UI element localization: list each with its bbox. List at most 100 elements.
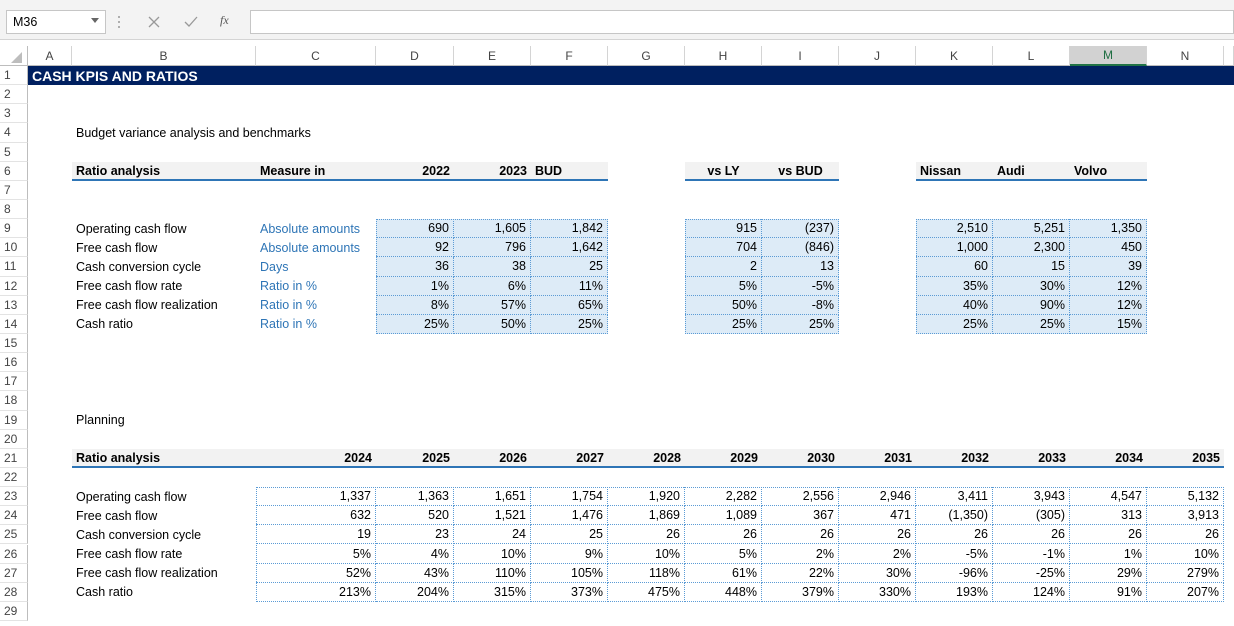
section-heading[interactable]: Planning (72, 411, 531, 430)
value-cell[interactable]: 29% (1070, 564, 1147, 583)
benchmark-cell[interactable]: 15% (1070, 315, 1147, 334)
value-cell[interactable]: 1,920 (608, 487, 685, 506)
row-measure[interactable]: Absolute amounts (256, 238, 376, 257)
benchmark-cell[interactable]: 12% (1070, 277, 1147, 296)
value-cell[interactable]: 4% (376, 545, 454, 564)
value-cell[interactable]: 10% (454, 545, 531, 564)
row-header[interactable]: 12 (0, 277, 28, 296)
row-label[interactable]: Operating cash flow (72, 487, 256, 506)
benchmark-cell[interactable]: 12% (1070, 296, 1147, 315)
value-cell[interactable]: 1,089 (685, 506, 762, 525)
row-label[interactable]: Free cash flow (72, 506, 256, 525)
row-label[interactable]: Free cash flow realization (72, 564, 256, 583)
variance-cell[interactable]: 50% (685, 296, 762, 315)
cancel-icon[interactable] (148, 16, 160, 28)
value-cell[interactable]: (1,350) (916, 506, 993, 525)
value-cell[interactable]: 61% (685, 564, 762, 583)
value-cell[interactable]: 5,132 (1147, 487, 1224, 506)
value-cell[interactable]: 448% (685, 583, 762, 602)
row-header[interactable]: 28 (0, 583, 28, 602)
value-cell[interactable]: 2% (839, 545, 916, 564)
row-header[interactable]: 19 (0, 411, 28, 430)
variance-cell[interactable]: 25% (762, 315, 839, 334)
benchmark-cell[interactable]: 40% (916, 296, 993, 315)
value-cell[interactable]: 26 (608, 525, 685, 544)
value-cell[interactable]: 25 (531, 257, 608, 276)
value-cell[interactable]: 26 (1147, 525, 1224, 544)
value-cell[interactable]: 26 (1070, 525, 1147, 544)
row-header[interactable]: 14 (0, 315, 28, 334)
row-header[interactable]: 4 (0, 123, 28, 142)
insert-function-icon[interactable]: fx (220, 13, 229, 28)
row-header[interactable]: 3 (0, 104, 28, 123)
value-cell[interactable]: 105% (531, 564, 608, 583)
column-header[interactable]: I (762, 46, 839, 66)
column-header[interactable]: J (839, 46, 916, 66)
row-header[interactable]: 16 (0, 353, 28, 372)
header-year[interactable]: 2023 (454, 162, 531, 181)
header-year[interactable]: 2028 (608, 449, 685, 468)
column-header[interactable]: L (993, 46, 1070, 66)
value-cell[interactable]: 1,754 (531, 487, 608, 506)
column-header[interactable]: N (1147, 46, 1224, 66)
value-cell[interactable]: 23 (376, 525, 454, 544)
variance-cell[interactable]: -5% (762, 277, 839, 296)
value-cell[interactable]: 1,337 (256, 487, 376, 506)
benchmark-cell[interactable]: 1,350 (1070, 219, 1147, 238)
row-header[interactable]: 29 (0, 602, 28, 621)
variance-cell[interactable]: 5% (685, 277, 762, 296)
variance-cell[interactable]: (237) (762, 219, 839, 238)
row-measure[interactable]: Absolute amounts (256, 219, 376, 238)
value-cell[interactable]: 1,476 (531, 506, 608, 525)
value-cell[interactable]: 25% (376, 315, 454, 334)
value-cell[interactable]: 367 (762, 506, 839, 525)
row-measure[interactable]: Ratio in % (256, 296, 376, 315)
benchmark-cell[interactable]: 15 (993, 257, 1070, 276)
row-header[interactable]: 8 (0, 200, 28, 219)
variance-cell[interactable]: (846) (762, 238, 839, 257)
benchmark-cell[interactable]: 35% (916, 277, 993, 296)
value-cell[interactable]: 26 (993, 525, 1070, 544)
row-header[interactable]: 13 (0, 296, 28, 315)
column-header[interactable]: M (1070, 46, 1147, 66)
row-header[interactable]: 18 (0, 391, 28, 410)
variance-cell[interactable]: 25% (685, 315, 762, 334)
value-cell[interactable]: 50% (454, 315, 531, 334)
value-cell[interactable]: 30% (839, 564, 916, 583)
row-label[interactable]: Free cash flow realization (72, 296, 256, 315)
header-label[interactable]: Ratio analysis (72, 449, 256, 468)
value-cell[interactable]: 1,605 (454, 219, 531, 238)
variance-cell[interactable]: 13 (762, 257, 839, 276)
value-cell[interactable]: 25% (531, 315, 608, 334)
header-variance[interactable]: vs BUD (762, 162, 839, 181)
value-cell[interactable]: 193% (916, 583, 993, 602)
row-header[interactable]: 5 (0, 143, 28, 162)
value-cell[interactable]: 373% (531, 583, 608, 602)
column-header[interactable]: E (454, 46, 531, 66)
row-header[interactable]: 11 (0, 257, 28, 276)
header-year[interactable]: 2032 (916, 449, 993, 468)
value-cell[interactable]: 313 (1070, 506, 1147, 525)
header-year[interactable]: 2030 (762, 449, 839, 468)
benchmark-cell[interactable]: 450 (1070, 238, 1147, 257)
header-year[interactable]: 2033 (993, 449, 1070, 468)
benchmark-cell[interactable]: 30% (993, 277, 1070, 296)
header-year[interactable]: 2029 (685, 449, 762, 468)
value-cell[interactable]: 26 (916, 525, 993, 544)
value-cell[interactable]: -25% (993, 564, 1070, 583)
value-cell[interactable]: 690 (376, 219, 454, 238)
variance-cell[interactable]: 2 (685, 257, 762, 276)
value-cell[interactable]: -5% (916, 545, 993, 564)
row-label[interactable]: Cash conversion cycle (72, 257, 256, 276)
value-cell[interactable]: 2% (762, 545, 839, 564)
value-cell[interactable]: 10% (1147, 545, 1224, 564)
value-cell[interactable]: 8% (376, 296, 454, 315)
row-header[interactable]: 20 (0, 430, 28, 449)
header-year[interactable]: 2024 (256, 449, 376, 468)
benchmark-cell[interactable]: 25% (916, 315, 993, 334)
row-label[interactable]: Free cash flow rate (72, 277, 256, 296)
value-cell[interactable]: 11% (531, 277, 608, 296)
value-cell[interactable]: 279% (1147, 564, 1224, 583)
header-measure[interactable]: Measure in (256, 162, 376, 181)
row-header[interactable]: 26 (0, 545, 28, 564)
